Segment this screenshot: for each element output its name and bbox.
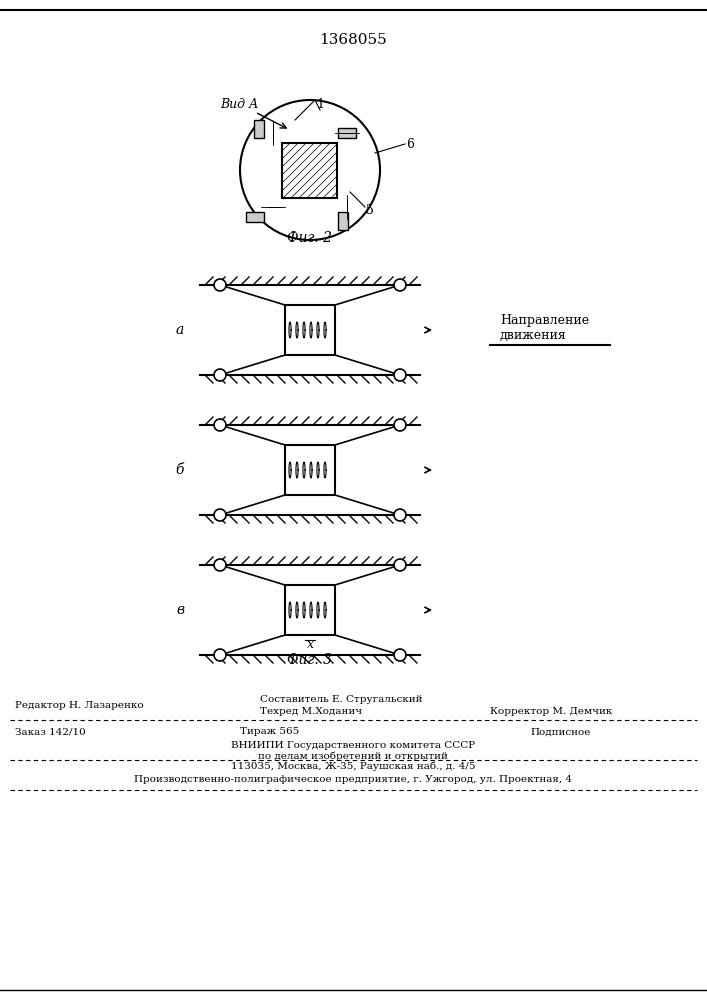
Bar xyxy=(285,445,335,495)
Text: Производственно-полиграфическое предприятие, г. Ужгород, ул. Проектная, 4: Производственно-полиграфическое предприя… xyxy=(134,776,572,784)
Text: в: в xyxy=(176,603,184,617)
Text: Редактор Н. Лазаренко: Редактор Н. Лазаренко xyxy=(15,700,144,710)
Text: Корректор М. Демчик: Корректор М. Демчик xyxy=(490,708,612,716)
Circle shape xyxy=(394,369,406,381)
Text: 5: 5 xyxy=(366,204,374,217)
Text: Направление
движения: Направление движения xyxy=(500,314,589,342)
Circle shape xyxy=(214,509,226,521)
Bar xyxy=(255,120,264,138)
Text: Фиг. 3: Фиг. 3 xyxy=(288,653,332,667)
Text: Техред М.Ходанич: Техред М.Ходанич xyxy=(260,708,362,716)
Text: 1368055: 1368055 xyxy=(319,33,387,47)
Bar xyxy=(338,212,348,230)
Text: 6: 6 xyxy=(406,138,414,151)
Text: Тираж 565: Тираж 565 xyxy=(240,728,300,736)
Circle shape xyxy=(394,279,406,291)
Text: Составитель Е. Стругальский: Составитель Е. Стругальский xyxy=(260,696,423,704)
Bar xyxy=(246,212,264,222)
Text: х: х xyxy=(307,639,313,652)
Text: Заказ 142/10: Заказ 142/10 xyxy=(15,728,86,736)
Circle shape xyxy=(214,559,226,571)
Circle shape xyxy=(214,279,226,291)
Bar xyxy=(285,305,335,355)
Text: б: б xyxy=(176,463,185,477)
Circle shape xyxy=(214,369,226,381)
Circle shape xyxy=(394,649,406,661)
Circle shape xyxy=(214,419,226,431)
Text: ВНИИПИ Государственного комитета СССР: ВНИИПИ Государственного комитета СССР xyxy=(231,742,475,750)
Circle shape xyxy=(394,419,406,431)
Bar xyxy=(338,128,356,138)
Circle shape xyxy=(394,559,406,571)
Bar xyxy=(283,142,337,198)
Text: а: а xyxy=(176,323,184,337)
Text: 1: 1 xyxy=(316,99,324,111)
Circle shape xyxy=(214,649,226,661)
Text: Вид А: Вид А xyxy=(220,99,259,111)
Text: 113035, Москва, Ж-35, Раушская наб., д. 4/5: 113035, Москва, Ж-35, Раушская наб., д. … xyxy=(230,761,475,771)
Bar xyxy=(285,585,335,635)
Text: Фиг. 2: Фиг. 2 xyxy=(288,231,332,245)
Text: по делам изобретений и открытий: по делам изобретений и открытий xyxy=(258,751,448,761)
Circle shape xyxy=(394,509,406,521)
Text: Подписное: Подписное xyxy=(530,728,590,736)
